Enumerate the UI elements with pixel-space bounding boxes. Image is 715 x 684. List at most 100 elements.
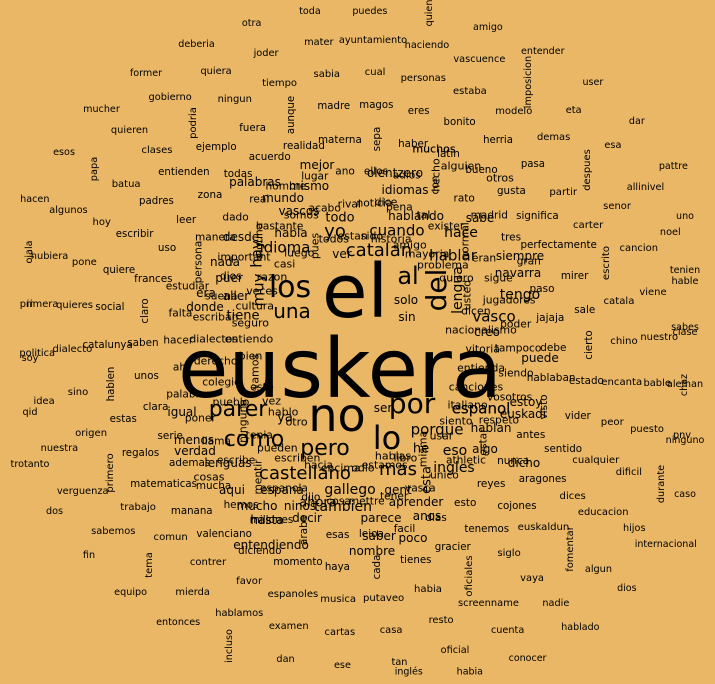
cloud-word: palabras [229,175,281,189]
cloud-word: todos [318,232,349,246]
cloud-word: quien [423,0,435,27]
cloud-word: tener [379,489,409,503]
cloud-word: sigue [484,271,513,285]
cloud-word: madre [317,101,351,113]
cloud-word: hombre [265,180,307,193]
cloud-word: sepa [370,126,383,152]
cloud-word: mundo [262,191,304,205]
cloud-word: trabajo [120,502,156,514]
cloud-word: nuestra [40,443,79,455]
cloud-word: escrito [600,245,612,280]
cloud-word: poder [500,317,532,331]
cloud-word: tenia [245,428,273,442]
cloud-word: idioma [259,238,311,257]
cloud-word: vascuence [453,54,506,66]
cloud-word: manera [194,232,236,245]
cloud-word: ejemplo [195,142,237,154]
cloud-word: tres [500,231,522,244]
cloud-word: amigo [392,238,427,252]
cloud-word: puedes [352,6,388,18]
cloud-word: hacen [20,194,50,206]
cloud-word: vaya [520,573,544,585]
cloud-word: sentido [544,442,583,455]
cloud-word: suena [205,289,238,303]
cloud-word: persona [192,240,205,284]
cloud-word: ya [277,410,293,426]
cloud-word: espanol [451,399,511,418]
cloud-word: ayuntamiento [338,34,408,46]
cloud-word: mettre [348,494,385,508]
cloud-word: cultura [235,299,274,313]
cloud-word: al [397,262,419,290]
cloud-word: dialecto [52,343,93,355]
cloud-word: mierda [175,587,210,599]
cloud-word: sabes [671,321,699,333]
cloud-word: cuenta [490,625,525,637]
cloud-word: ver [332,247,352,261]
cloud-word: tienes [400,553,432,566]
cloud-word: esas [325,528,350,541]
cloud-word: eso [442,443,468,459]
cloud-word: creo [474,325,500,339]
cloud-word: fin [82,549,96,561]
cloud-word: vascos [278,204,320,218]
cloud-word: tenien [669,265,701,277]
cloud-word: unico [430,469,459,483]
cloud-word: dice [374,195,398,209]
cloud-word: esa [604,140,622,152]
cloud-word: vasca [404,481,436,495]
cloud-word: jugadores [482,293,536,307]
cloud-word: origen [75,428,108,440]
cloud-word: sabemos [91,525,136,537]
cloud-word: quiera [200,66,232,78]
cloud-word: algo [472,442,498,456]
cloud-word: peor [600,417,624,429]
cloud-word: pueblo [212,395,250,409]
cloud-word: noticia [356,197,393,211]
cloud-word: por [388,387,436,420]
cloud-word: respeto [478,413,520,427]
cloud-word: misma [417,431,431,468]
cloud-word: joder [253,47,279,59]
cloud-word: hablo [267,405,299,419]
cloud-word: educacion [577,507,629,519]
cloud-word: former [129,68,163,80]
cloud-word: important [217,250,271,264]
cloud-word: herria [483,135,513,147]
cloud-word: hace [444,225,478,241]
cloud-word: haya [324,561,350,574]
cloud-word: nadie [542,598,570,610]
cloud-word: todo [325,210,355,226]
cloud-word: gobierno [148,92,192,104]
cloud-word: con [430,175,443,195]
cloud-word: era [196,286,216,300]
cloud-word: cada [370,554,383,579]
cloud-word: musica [320,594,357,606]
cloud-word: modelo [495,105,533,117]
cloud-word: historia [370,232,412,246]
cloud-word: aprender [388,495,444,509]
cloud-word: matematicas [130,479,197,491]
cloud-word: razon [256,270,288,284]
cloud-word: como [223,427,285,452]
cloud-word: saben [127,337,159,350]
cloud-word: lugar [301,170,329,183]
cloud-word: latin [437,148,460,161]
cloud-word: veces [246,284,278,298]
cloud-word: casi [273,257,296,271]
cloud-word: hubiera [30,251,69,263]
cloud-word: aunque [286,95,298,135]
cloud-word: acuerdo [248,151,291,164]
cloud-word: tengo [499,287,541,303]
cloud-word: espana [260,483,304,497]
cloud-word: estar [476,428,490,456]
cloud-word: dialectos [189,332,238,346]
cloud-word: siempre [495,249,545,263]
cloud-word: hablen [106,366,118,402]
cloud-word: menos [173,433,215,447]
cloud-word: entendiendo [233,538,309,552]
cloud-word: entienden [158,166,210,178]
cloud-word: deberia [178,39,215,51]
cloud-word: ano [335,165,355,178]
cloud-word: uso [157,241,177,254]
